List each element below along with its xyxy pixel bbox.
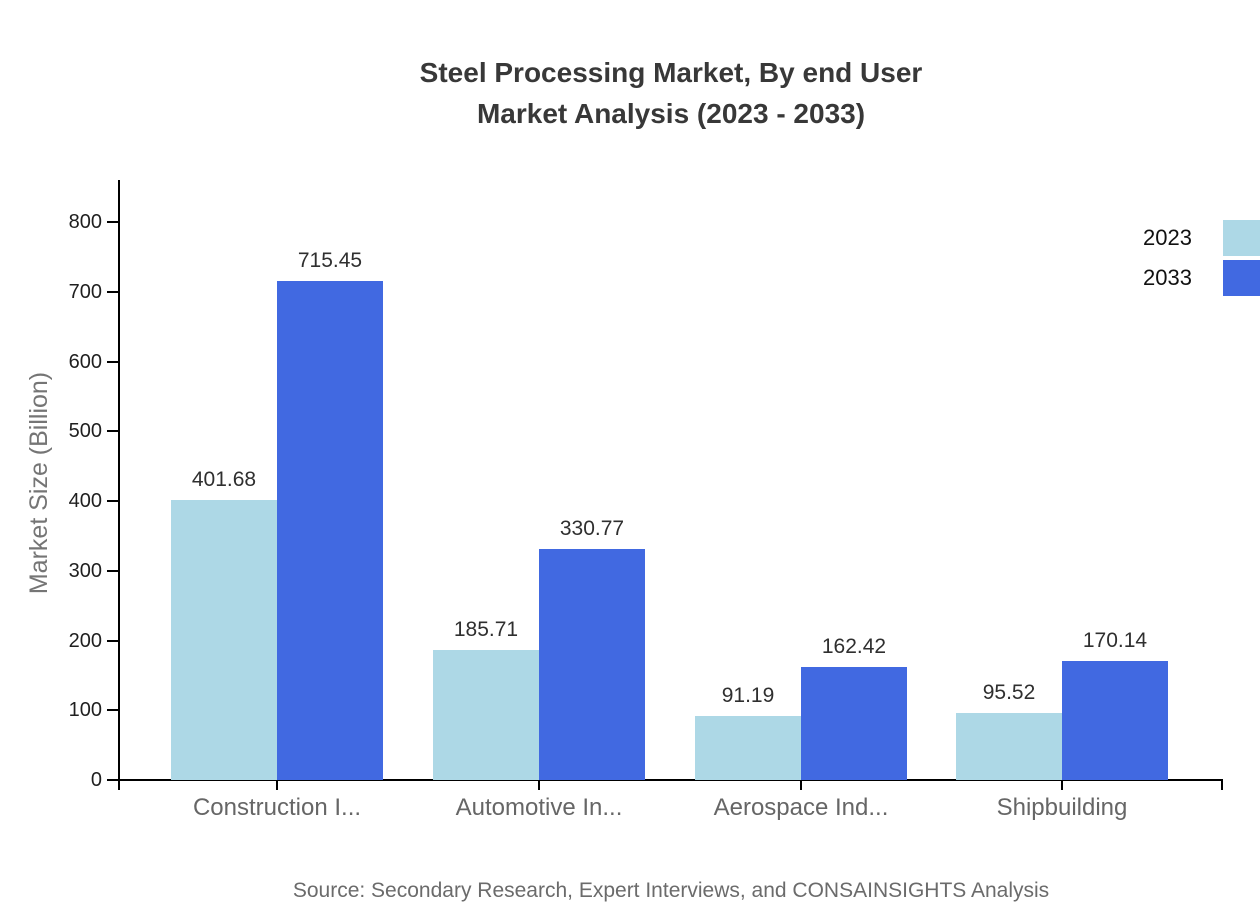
y-tick-label: 700: [68, 280, 102, 303]
legend-swatch: [1223, 260, 1260, 296]
legend-label: 2033: [1143, 265, 1192, 290]
bar-2023-2: [695, 716, 801, 780]
bar-value-label: 162.42: [821, 634, 887, 658]
y-tick-label: 600: [68, 350, 102, 373]
legend-row-2033: 2033: [1143, 258, 1260, 298]
legend: 2023 2033: [1143, 218, 1260, 298]
bar-2023-3: [956, 713, 1062, 780]
chart-title-line1: Steel Processing Market, By end User: [419, 57, 923, 88]
y-tick-mark: [107, 709, 120, 712]
bar-2023-1: [433, 650, 539, 780]
y-tick-mark: [107, 290, 120, 293]
bar-2023-0: [171, 499, 277, 780]
x-tick-mark: [276, 780, 278, 790]
y-tick-mark: [107, 430, 120, 433]
x-category-label: Automotive In...: [455, 794, 623, 821]
x-tick-mark: [1061, 780, 1063, 790]
source-note: Source: Secondary Research, Expert Inter…: [292, 879, 1050, 902]
y-tick-label: 500: [68, 420, 102, 443]
bar-value-label: 170.14: [1082, 629, 1148, 653]
bar-2033-1: [539, 549, 645, 780]
x-tick-mark: [538, 780, 540, 790]
legend-row-2023: 2023: [1143, 218, 1260, 258]
bar-2033-2: [801, 666, 907, 780]
y-tick-mark: [107, 569, 120, 572]
y-tick-mark: [107, 500, 120, 502]
x-axis-line: [118, 779, 1223, 781]
y-tick-label: 200: [68, 629, 102, 652]
chart-title-line2: Market Analysis (2023 - 2033): [476, 98, 866, 129]
y-tick-label: 300: [68, 559, 102, 582]
legend-label: 2023: [1143, 225, 1192, 250]
y-tick-label: 400: [68, 490, 102, 512]
bar-2033-3: [1062, 661, 1168, 780]
bar-value-label: 330.77: [559, 517, 625, 541]
bar-value-label: 715.45: [297, 248, 363, 272]
x-category-label: Shipbuilding: [996, 794, 1128, 821]
y-tick-mark: [107, 779, 120, 781]
y-tick-label: 800: [68, 211, 102, 233]
bar-value-label: 185.71: [453, 618, 519, 642]
bar-2033-0: [277, 280, 383, 780]
bar-value-label: 95.52: [982, 681, 1036, 705]
y-axis-line: [118, 180, 120, 790]
legend-swatch: [1223, 220, 1260, 256]
bar-value-label: 91.19: [721, 684, 775, 708]
y-tick-mark: [107, 221, 120, 223]
bar-value-label: 401.68: [191, 467, 257, 491]
x-category-label: Aerospace Ind...: [713, 794, 889, 821]
x-category-label: Construction I...: [192, 794, 362, 821]
y-tick-mark: [107, 639, 120, 642]
y-tick-label: 100: [68, 699, 102, 722]
x-axis-end-tick: [1221, 780, 1223, 790]
y-tick-label: 0: [90, 769, 102, 791]
x-tick-mark: [800, 780, 802, 790]
y-tick-mark: [107, 360, 120, 363]
chart-title: Steel Processing Market, By end User Mar…: [120, 52, 1222, 134]
